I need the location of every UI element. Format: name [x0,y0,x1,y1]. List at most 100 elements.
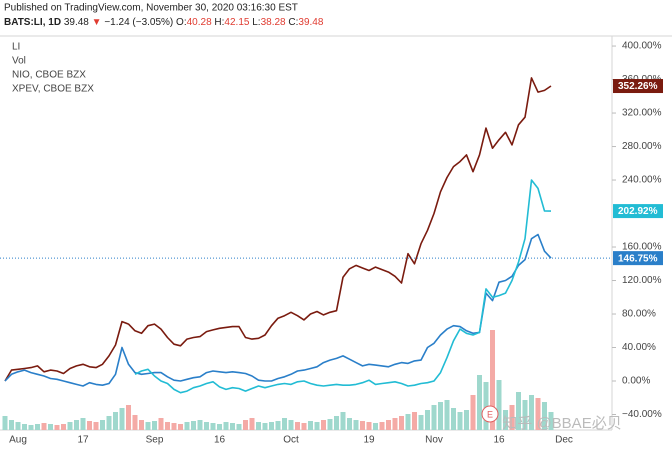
y-tick-label: 40.00% [622,342,656,353]
ohlc-2-value: 38.28 [261,17,286,28]
volume-bar [256,422,261,430]
x-tick-label: Nov [425,435,443,446]
volume-bar [243,420,248,430]
legend-volume: Vol [12,56,26,67]
volume-bar [477,375,482,430]
volume-bar [353,420,359,430]
volume-bar [61,424,66,430]
volume-bar [132,415,138,430]
volume-bar [483,382,489,430]
volume-bar [314,422,320,430]
volume-bar [327,419,333,430]
earnings-marker [481,405,499,423]
volume-bar [308,421,313,430]
last-value-label: 202.92% [618,206,658,217]
volume-bar [191,421,196,430]
volume-bar [145,422,151,430]
volume-bar [41,423,47,430]
last-price: 39.48 [64,17,89,28]
last-value-box [613,204,663,219]
y-tick-label: 320.00% [622,108,662,119]
volume-bar [542,402,547,430]
volume-bar [522,400,528,430]
volume-bar [48,424,53,430]
volume-bar [386,420,391,430]
volume-pane [2,330,554,430]
volume-bar [9,420,14,430]
volume-bar [113,412,118,430]
volume-bar [171,423,177,430]
last-value-box [613,251,663,266]
y-tick-label: 80.00% [622,309,656,320]
volume-bar [67,422,73,430]
series-line [134,179,552,394]
lines [0,77,612,394]
last-value-label: 146.75% [618,253,658,264]
volume-bar [87,421,92,430]
watermark: 知乎 @BBAE必贝 [502,415,621,432]
x-tick-label: Dec [555,435,573,446]
volume-bar [230,423,235,430]
volume-bar [360,421,365,430]
last-value-label: 352.26% [618,81,658,92]
ohlc-1-label: H: [214,17,224,28]
volume-bar [431,405,437,430]
volume-bar [165,422,170,430]
y-tick-label: 0.00% [622,376,650,387]
volume-bar [2,416,8,430]
y-tick-label: 160.00% [622,242,662,253]
volume-bar [366,422,372,430]
symbol-line: BATS:LI, 1D 39.48 ▼ −1.24 (−3.05%) O:40.… [4,17,324,28]
volume-bar [178,424,183,430]
volume-bar [470,395,476,430]
volume-bar [210,423,216,430]
volume-bar [106,416,112,430]
volume-bar [22,424,27,430]
y-tick-label: 280.00% [622,141,662,152]
volume-bar [126,405,131,430]
y-tick-label: 120.00% [622,275,662,286]
volume-bar [392,418,398,430]
series-line [4,77,552,382]
volume-bar [438,402,443,430]
x-tick-label: 16 [214,435,226,446]
volume-bar [457,412,463,430]
volume-bar [119,408,125,430]
ohlc-3-value: 39.48 [298,17,323,28]
volume-bar [347,418,352,430]
volume-bar [379,422,385,430]
volume-bar [425,410,430,430]
x-tick-label: Aug [9,435,27,446]
volume-bar [139,420,144,430]
volume-bar [80,418,86,430]
volume-bar [301,423,307,430]
symbol: BATS:LI, 1D [4,17,61,28]
volume-bar [548,412,554,430]
x-tick-label: 19 [363,435,375,446]
published-line: Published on TradingView.com, November 3… [4,3,298,14]
last-value-box [613,79,663,94]
y-tick-label: −40.00% [622,409,662,420]
volume-bar [74,420,79,430]
volume-bar [197,420,203,430]
volume-bar [184,422,190,430]
volume-bar [275,421,281,430]
x-tick-label: 16 [493,435,505,446]
legend-xpev: XPEV, CBOE BZX [12,84,94,95]
volume-bar [399,416,404,430]
volume-bar [464,410,469,430]
volume-bar [321,420,326,430]
volume-bar [295,422,300,430]
series-line [4,233,552,387]
volume-bar [334,416,339,430]
volume-bar [262,423,268,430]
volume-bar [100,420,105,430]
y-tick-label: 240.00% [622,175,662,186]
volume-bar [490,330,495,430]
volume-bar [158,418,164,430]
legend-main: LI [12,42,20,53]
volume-bar [503,410,508,430]
volume-bar [152,421,157,430]
volume-bar [282,418,287,430]
